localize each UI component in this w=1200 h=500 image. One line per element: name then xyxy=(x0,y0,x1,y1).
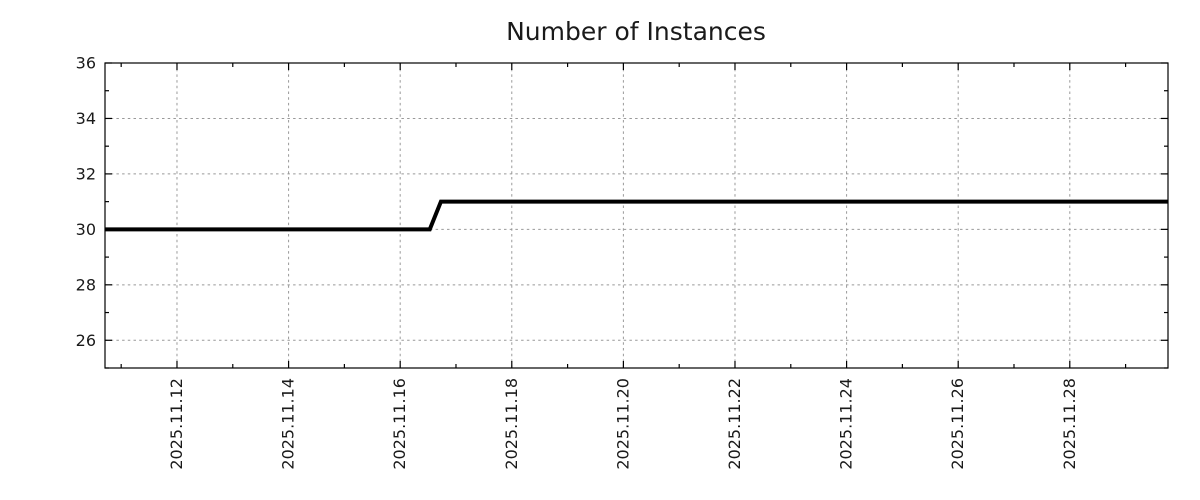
chart-title: Number of Instances xyxy=(506,17,766,46)
y-tick-label: 26 xyxy=(76,331,96,350)
y-tick-label: 36 xyxy=(76,54,96,73)
y-tick-label: 30 xyxy=(76,220,96,239)
x-tick-label: 2025.11.28 xyxy=(1060,378,1079,470)
x-tick-label: 2025.11.26 xyxy=(948,378,967,470)
x-tick-label: 2025.11.24 xyxy=(837,378,856,470)
y-tick-label: 32 xyxy=(76,164,96,183)
y-tick-label: 34 xyxy=(76,109,96,128)
x-tick-label: 2025.11.14 xyxy=(279,378,298,470)
data-series xyxy=(105,199,1168,232)
x-tick-label: 2025.11.16 xyxy=(390,378,409,470)
y-axis-labels: 26 28 30 32 34 36 xyxy=(76,54,96,350)
gridlines xyxy=(105,62,1168,368)
series-line-instances xyxy=(105,199,1168,232)
x-axis-labels: 2025.11.12 2025.11.14 2025.11.16 2025.11.18… xyxy=(167,378,1079,470)
x-tick-label: 2025.11.12 xyxy=(167,378,186,470)
axis-ticks xyxy=(105,62,1168,369)
y-tick-label: 28 xyxy=(76,275,96,294)
x-tick-label: 2025.11.22 xyxy=(725,378,744,470)
x-tick-label: 2025.11.20 xyxy=(613,378,632,470)
x-tick-label: 2025.11.18 xyxy=(502,378,521,470)
plot-border xyxy=(104,62,1169,369)
